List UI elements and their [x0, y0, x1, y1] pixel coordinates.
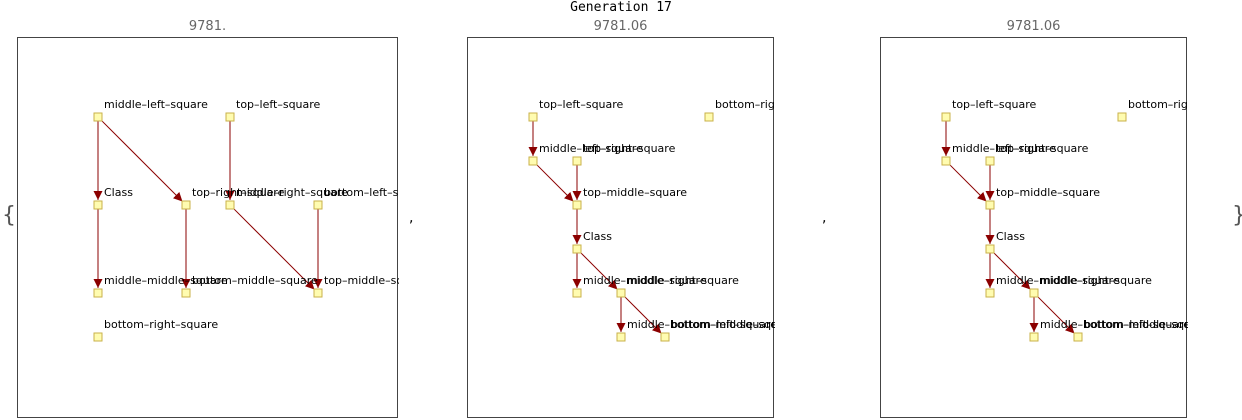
- graph-node: [572, 244, 582, 254]
- graph-node: [1029, 332, 1039, 342]
- graph-node-label: Class: [996, 230, 1025, 243]
- edge-c8-to-c10: [1036, 295, 1075, 334]
- edge-b6-to-b8: [579, 251, 618, 290]
- panel-1-score: 9781.: [188, 19, 227, 34]
- graph-panel-3-canvas: top–left–square bottom–right–square middle…: [941, 98, 1188, 342]
- graph-node-label: middle–bottom–middle–square: [1040, 318, 1188, 331]
- graph-node: [93, 200, 103, 210]
- graph-node: [616, 332, 626, 342]
- graph-node: [704, 112, 714, 122]
- graph-node-label: bottom–left–square: [324, 186, 399, 199]
- graph-node: [572, 288, 582, 298]
- graph-node: [572, 200, 582, 210]
- edge-c6-to-c8: [992, 251, 1031, 290]
- graph-panel-1: middle–left–square top–left–square Class to…: [17, 37, 399, 418]
- generation-title: Generation 17: [570, 0, 672, 15]
- graph-node-label: middle–bottom–middle–square: [627, 318, 775, 331]
- graph-node: [225, 200, 235, 210]
- graph-node-label: bottom–right–square: [1128, 98, 1188, 111]
- graph-node-label: middle–left–square: [539, 142, 643, 155]
- graph-node: [313, 288, 323, 298]
- graph-node: [181, 288, 191, 298]
- graph-node-label: top–right–square: [192, 186, 285, 199]
- graph-node-label: middle–left–square: [104, 98, 208, 111]
- graph-node-label: top–left–square: [952, 98, 1037, 111]
- graph-node-label: middle–middle–square: [996, 274, 1120, 287]
- graph-node: [660, 332, 670, 342]
- graph-node: [93, 288, 103, 298]
- graph-node: [1029, 288, 1039, 298]
- graph-node-label: middle–right–square: [1040, 274, 1152, 287]
- graph-node: [985, 200, 995, 210]
- graph-node-label: bottom–right–square: [715, 98, 775, 111]
- edge-a5-to-a9: [232, 207, 315, 290]
- graph-node: [572, 156, 582, 166]
- graph-node-label: middle–left–square: [952, 142, 1056, 155]
- graph-node: [985, 288, 995, 298]
- graph-node-label: top–middle–square: [996, 186, 1100, 199]
- graph-node: [313, 200, 323, 210]
- graph-node-label: middle–middle–square: [583, 274, 707, 287]
- graph-node: [1073, 332, 1083, 342]
- graph-node-label: Class: [583, 230, 612, 243]
- panel-2-score: 9781.06: [593, 19, 648, 34]
- comma-separator-2: ,: [822, 210, 827, 226]
- graph-panel-1-canvas: middle–left–square top–left–square Class to…: [93, 98, 399, 342]
- comma-separator-1: ,: [409, 210, 414, 226]
- graph-node-label: bottom–right–square: [104, 318, 218, 331]
- graph-node: [181, 200, 191, 210]
- graph-node-label: bottom–left–square: [1084, 318, 1188, 331]
- open-brace: {: [2, 203, 16, 228]
- graph-node-label: top–right–square: [583, 142, 676, 155]
- graph-node-label: top–left–square: [236, 98, 321, 111]
- graph-node: [985, 156, 995, 166]
- graph-node: [93, 112, 103, 122]
- graph-node-label: middle–middle–square: [104, 274, 228, 287]
- edge-b3-to-b5: [535, 163, 574, 202]
- graph-node-label: top–middle–square: [324, 274, 399, 287]
- graph-panel-2-canvas: top–left–square bottom–right–square middle…: [528, 98, 775, 342]
- edge-c3-to-c5: [948, 163, 987, 202]
- graph-node: [225, 112, 235, 122]
- graph-node: [1117, 112, 1127, 122]
- graph-node-label: top–right–square: [996, 142, 1089, 155]
- graph-node: [528, 112, 538, 122]
- edge-b8-to-b10: [623, 295, 662, 334]
- edge-a1-to-a4: [100, 119, 183, 202]
- graph-node: [941, 112, 951, 122]
- graph-node-label: top–left–square: [539, 98, 624, 111]
- graph-node-label: bottom–left–square: [671, 318, 775, 331]
- graph-node: [93, 332, 103, 342]
- panel-3-score: 9781.06: [1006, 19, 1061, 34]
- graph-node-label: top–middle–square: [583, 186, 687, 199]
- graph-node-label: Class: [104, 186, 133, 199]
- graph-node: [528, 156, 538, 166]
- graph-node-label: middle–right–square: [236, 186, 348, 199]
- graph-panel-2: top–left–square bottom–right–square middle…: [467, 37, 775, 418]
- graph-node-label: middle–right–square: [627, 274, 739, 287]
- close-brace: }: [1232, 203, 1242, 228]
- graph-node-label: bottom–middle–square: [192, 274, 318, 287]
- graph-panel-3: top–left–square bottom–right–square middle…: [880, 37, 1188, 418]
- graph-node: [941, 156, 951, 166]
- graph-node: [616, 288, 626, 298]
- graph-node: [985, 244, 995, 254]
